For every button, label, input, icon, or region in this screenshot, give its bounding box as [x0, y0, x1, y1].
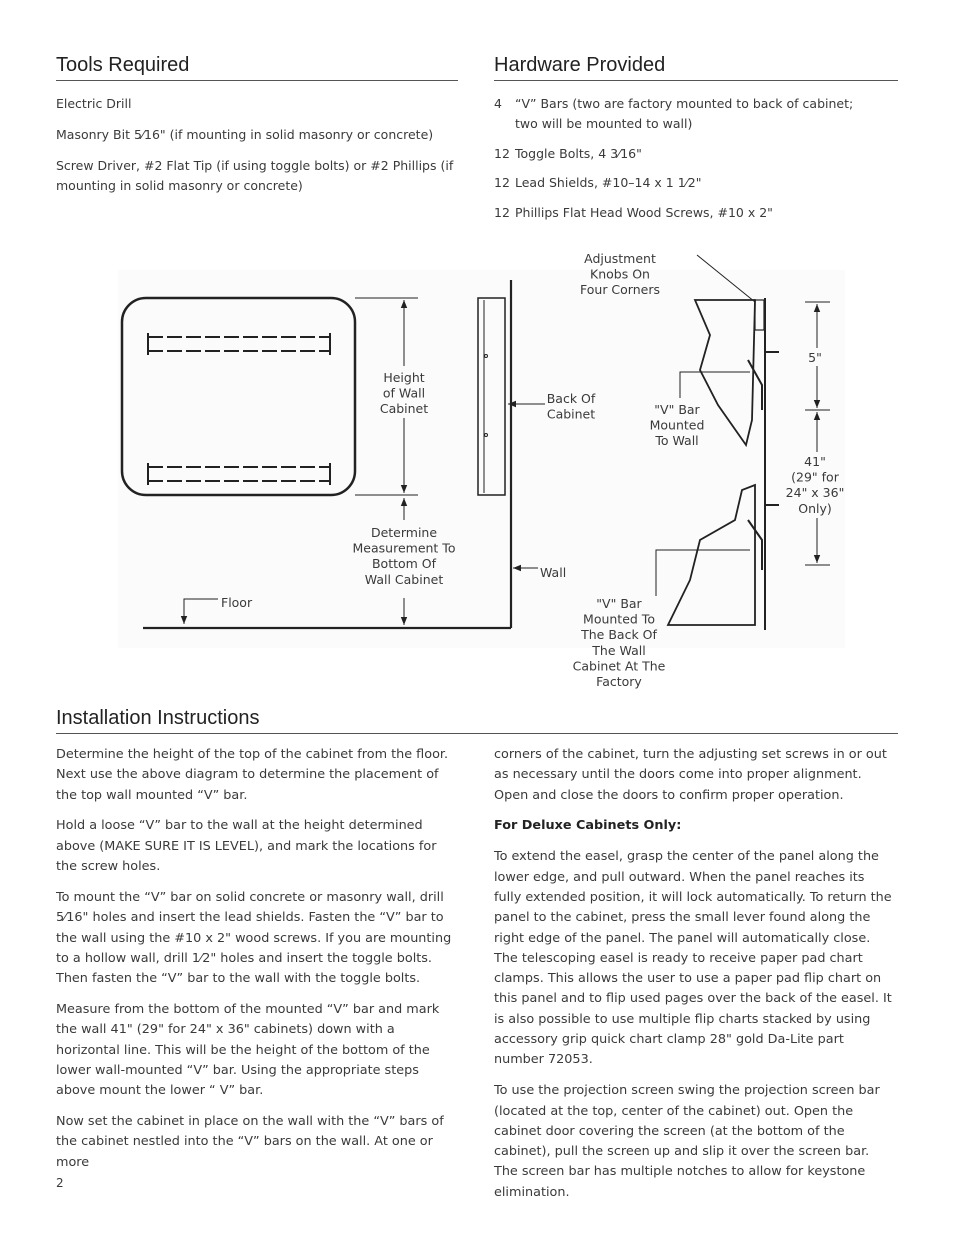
hardware-list: 4 “V” Bars (two are factory mounted to ba… — [494, 94, 898, 232]
label-line: To Wall — [654, 433, 698, 448]
hardware-item: 12 Phillips Flat Head Wood Screws, #10 x … — [494, 203, 898, 223]
label-line: Mounted — [650, 418, 705, 433]
label-line: Measurement To — [353, 541, 456, 556]
tool-item: Electric Drill — [56, 96, 132, 111]
label-line: The Back Of — [580, 627, 657, 642]
text-line: Phillips Flat Head Wood Screws, #10 x 2" — [515, 204, 773, 220]
diagram-label: Determine Measurement To Bottom Of Wall Cab… — [353, 525, 456, 587]
label-line: Determine — [371, 525, 437, 540]
section-title: Tools Required — [56, 54, 458, 81]
tools-list: Electric Drill Masonry Bit 5⁄16" (if moun… — [56, 94, 458, 207]
label-line: Wall Cabinet — [365, 572, 444, 587]
label-line: 41" — [804, 454, 826, 469]
diagram-label: 41" (29" for 24" x 36" Only) — [786, 454, 845, 516]
paragraph: Determine the height of the top of the c… — [56, 747, 449, 803]
label-line: Back Of — [547, 391, 596, 406]
label-line: Floor — [221, 595, 253, 610]
description: Lead Shields, #10–14 x 1 1⁄2" — [515, 173, 701, 193]
hardware-item: 12 Lead Shields, #10–14 x 1 1⁄2" — [494, 173, 898, 193]
label-line: 5" — [808, 350, 822, 365]
text-line: Toggle Bolts, 4 3⁄16" — [515, 145, 642, 161]
label-line: Four Corners — [580, 282, 660, 297]
label-line: Cabinet — [547, 407, 595, 422]
paragraph: Measure from the bottom of the mounted “… — [56, 1002, 440, 1099]
quantity: 12 — [494, 204, 510, 220]
paragraph: To use the projection screen swing the p… — [494, 1083, 880, 1200]
hardware-item: 12 Toggle Bolts, 4 3⁄16" — [494, 144, 898, 164]
hardware-item: 4 “V” Bars (two are factory mounted to ba… — [494, 94, 898, 134]
paragraph: To mount the “V” bar on solid concrete o… — [56, 889, 452, 987]
text-line: two will be mounted to wall) — [515, 116, 693, 131]
description: Phillips Flat Head Wood Screws, #10 x 2" — [515, 203, 773, 223]
paragraph: corners of the cabinet, turn the adjusti… — [494, 747, 887, 803]
description: “V” Bars (two are factory mounted to bac… — [515, 94, 853, 134]
section-title: Hardware Provided — [494, 54, 898, 81]
label-line: of Wall — [383, 386, 425, 401]
diagram: Adjustment Knobs On Four Corners Height of W… — [120, 251, 845, 689]
label-line: Height — [383, 370, 424, 385]
label-line: Only) — [798, 501, 832, 516]
description: Toggle Bolts, 4 3⁄16" — [515, 144, 642, 164]
label-line: Cabinet — [380, 401, 428, 416]
quantity: 12 — [494, 145, 510, 161]
label-line: Cabinet At The — [573, 658, 666, 673]
diagram-label: Adjustment Knobs On Four Corners — [580, 251, 660, 297]
tool-item: Masonry Bit 5⁄16" (if mounting in solid … — [56, 127, 434, 142]
diagram-label: 5" — [808, 350, 822, 365]
label-line: 24" x 36" — [786, 485, 845, 500]
diagram-label: Back Of Cabinet — [547, 391, 596, 422]
page-number: 2 — [56, 1176, 64, 1190]
diagram-label: Height of Wall Cabinet — [380, 370, 428, 416]
tool-item: Screw Driver, #2 Flat Tip (if using togg… — [56, 158, 454, 193]
section-title: Installation Instructions — [56, 707, 898, 734]
label-line: "V" Bar — [654, 402, 700, 417]
diagram-label: "V" Bar Mounted To Wall — [650, 402, 705, 448]
label-line: The Wall — [591, 643, 645, 658]
label-line: (29" for — [791, 470, 840, 485]
text-line: Lead Shields, #10–14 x 1 1⁄2" — [515, 175, 702, 190]
text-column: Determine the height of the top of the c… — [56, 745, 456, 1184]
label-line: "V" Bar — [596, 596, 642, 611]
label-line: Adjustment — [584, 251, 656, 266]
paragraph: To extend the easel, grasp the center of… — [494, 849, 892, 1068]
quantity: 12 — [494, 175, 510, 190]
diagram-label: "V" Bar Mounted To The Back Of The Wall Cabi… — [573, 596, 666, 689]
paragraph: Hold a loose “V” bar to the wall at the … — [56, 818, 437, 875]
text-column: corners of the cabinet, turn the adjusti… — [494, 745, 894, 1214]
paragraph: Now set the cabinet in place on the wall… — [56, 1114, 444, 1170]
diagram-label: Floor — [221, 595, 253, 610]
text-line: “V” Bars (two are factory mounted to bac… — [515, 96, 854, 111]
quantity: 4 — [494, 96, 502, 111]
label-line: Bottom Of — [372, 556, 437, 571]
label-line: Knobs On — [590, 267, 650, 282]
diagram-label: Wall — [540, 565, 566, 580]
label-line: Wall — [540, 565, 566, 580]
label-line: Mounted To — [583, 612, 655, 627]
label-line: Factory — [596, 674, 642, 689]
subheading: For Deluxe Cabinets Only: — [494, 818, 682, 834]
